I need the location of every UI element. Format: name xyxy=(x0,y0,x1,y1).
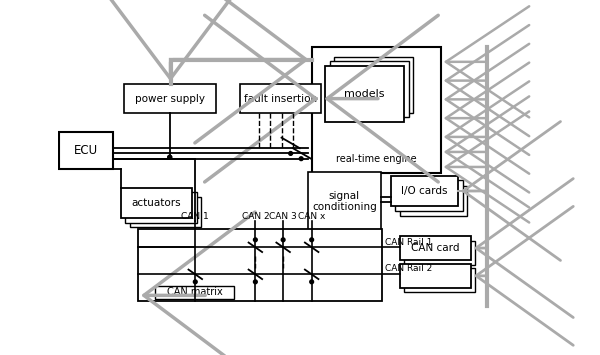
FancyBboxPatch shape xyxy=(391,176,458,206)
FancyBboxPatch shape xyxy=(241,84,322,113)
FancyBboxPatch shape xyxy=(325,66,404,122)
Text: ECU: ECU xyxy=(74,144,98,157)
FancyBboxPatch shape xyxy=(59,132,113,169)
FancyBboxPatch shape xyxy=(130,197,201,227)
Circle shape xyxy=(168,155,172,159)
Text: CAN Rail 1: CAN Rail 1 xyxy=(385,237,432,247)
Text: power supply: power supply xyxy=(135,94,205,104)
FancyBboxPatch shape xyxy=(121,188,192,218)
Circle shape xyxy=(193,280,197,284)
Circle shape xyxy=(299,157,303,160)
Text: real-time engine: real-time engine xyxy=(336,154,416,164)
Circle shape xyxy=(168,155,172,159)
FancyBboxPatch shape xyxy=(334,56,413,113)
Text: CAN card: CAN card xyxy=(411,243,460,253)
Circle shape xyxy=(281,238,285,242)
FancyBboxPatch shape xyxy=(404,268,475,293)
Circle shape xyxy=(310,280,314,284)
Circle shape xyxy=(253,280,257,284)
Text: signal
conditioning: signal conditioning xyxy=(312,191,377,212)
FancyBboxPatch shape xyxy=(329,61,409,118)
Text: models: models xyxy=(344,89,385,99)
FancyBboxPatch shape xyxy=(155,286,235,299)
FancyBboxPatch shape xyxy=(395,180,463,211)
Text: actuators: actuators xyxy=(132,198,181,208)
FancyBboxPatch shape xyxy=(400,264,471,288)
Text: CAN matrix: CAN matrix xyxy=(167,287,223,297)
Text: I/O cards: I/O cards xyxy=(401,186,448,196)
FancyBboxPatch shape xyxy=(400,186,467,216)
Text: CAN 1: CAN 1 xyxy=(181,212,209,221)
Text: CAN x: CAN x xyxy=(298,212,325,221)
FancyBboxPatch shape xyxy=(138,229,382,301)
Circle shape xyxy=(289,152,293,155)
FancyBboxPatch shape xyxy=(400,236,471,260)
Text: CAN 3: CAN 3 xyxy=(269,212,297,221)
Circle shape xyxy=(310,238,314,242)
FancyBboxPatch shape xyxy=(404,241,475,264)
Text: CAN 2: CAN 2 xyxy=(242,212,269,221)
FancyBboxPatch shape xyxy=(124,84,215,113)
FancyBboxPatch shape xyxy=(311,47,441,173)
Text: fault insertion: fault insertion xyxy=(244,94,317,104)
FancyBboxPatch shape xyxy=(308,172,381,231)
Text: CAN Rail 2: CAN Rail 2 xyxy=(385,264,432,273)
Circle shape xyxy=(253,238,257,242)
FancyBboxPatch shape xyxy=(125,192,197,223)
